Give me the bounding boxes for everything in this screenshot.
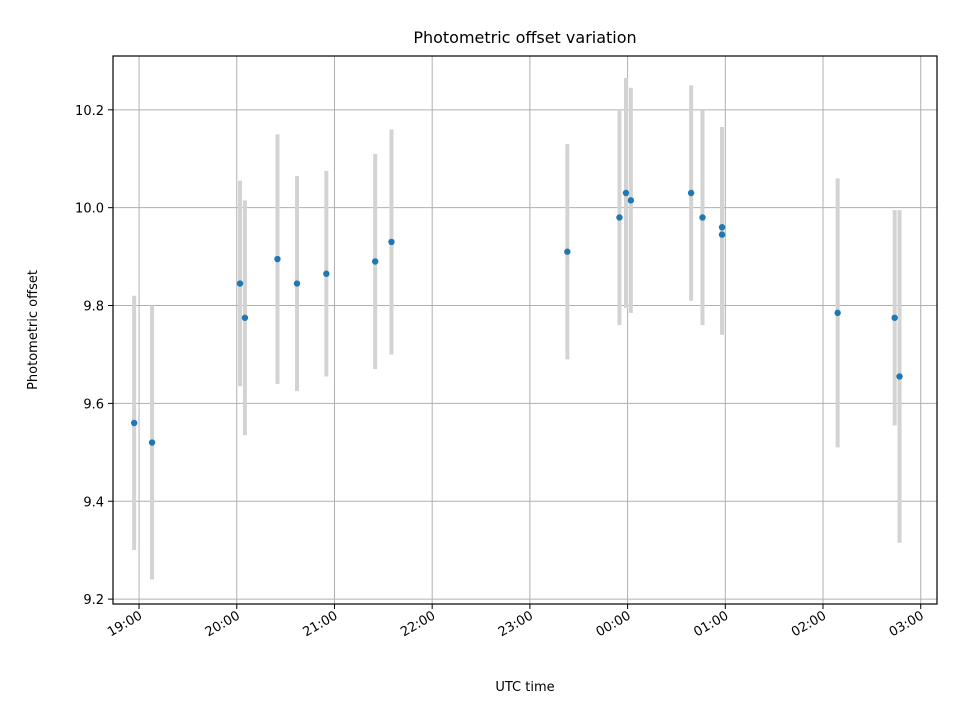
tick-layer: 19:00 20:00 21:00 22:00 23:00 00:00 01:00 02:00… bbox=[75, 104, 927, 640]
data-point bbox=[293, 280, 301, 287]
data-point bbox=[148, 439, 156, 446]
grid-layer bbox=[113, 56, 937, 604]
x-tick-label: 21:00 bbox=[301, 608, 341, 640]
data-point bbox=[130, 419, 138, 427]
data-point bbox=[627, 197, 635, 204]
data-point bbox=[834, 309, 841, 317]
x-tick-label: 01:00 bbox=[691, 608, 731, 640]
data-point bbox=[891, 314, 898, 321]
data-point bbox=[241, 314, 249, 321]
x-tick-label: 22:00 bbox=[398, 608, 438, 640]
chart-title: Photometric offset variation bbox=[413, 28, 636, 47]
data-point bbox=[699, 214, 706, 221]
x-tick-label: 19:00 bbox=[105, 608, 145, 640]
data-point bbox=[622, 189, 630, 197]
y-tick-label: 9.4 bbox=[83, 495, 104, 510]
data-point bbox=[388, 238, 395, 246]
x-tick-label: 23:00 bbox=[496, 608, 536, 640]
data-point bbox=[718, 224, 726, 231]
data-point bbox=[236, 280, 244, 287]
data-point bbox=[274, 255, 281, 263]
data-point bbox=[616, 214, 623, 221]
x-tick-label: 00:00 bbox=[594, 608, 634, 640]
y-tick-label: 9.2 bbox=[83, 593, 104, 608]
y-tick-label: 10.2 bbox=[75, 104, 104, 119]
data-point bbox=[896, 373, 903, 380]
y-tick-label: 10.0 bbox=[75, 202, 104, 217]
plot-frame bbox=[112, 55, 938, 605]
point-layer bbox=[130, 189, 903, 446]
x-axis-label: UTC time bbox=[495, 680, 554, 695]
y-axis-label: Photometric offset bbox=[26, 270, 41, 390]
data-point bbox=[564, 248, 571, 255]
x-tick-label: 02:00 bbox=[789, 608, 829, 640]
x-tick-label: 03:00 bbox=[887, 608, 927, 640]
data-point bbox=[687, 189, 695, 197]
data-point bbox=[371, 258, 379, 265]
data-point bbox=[323, 270, 330, 277]
y-tick-label: 9.8 bbox=[83, 300, 104, 315]
y-tick-label: 9.6 bbox=[83, 397, 104, 412]
x-tick-label: 20:00 bbox=[203, 608, 243, 640]
errorbar-layer bbox=[132, 78, 902, 580]
data-point bbox=[718, 231, 726, 238]
